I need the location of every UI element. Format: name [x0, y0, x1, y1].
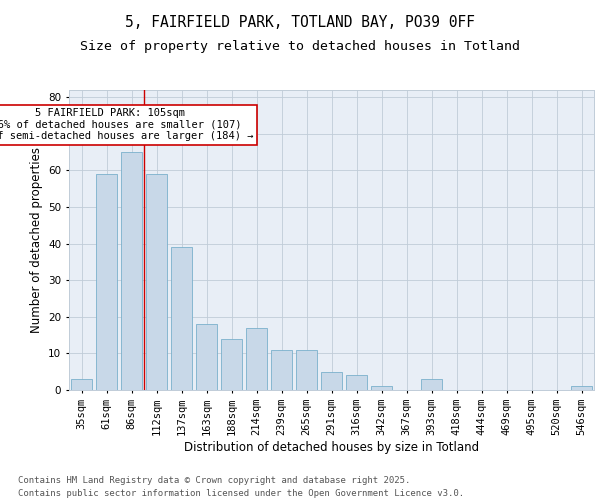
Y-axis label: Number of detached properties: Number of detached properties	[29, 147, 43, 333]
Text: Contains HM Land Registry data © Crown copyright and database right 2025.
Contai: Contains HM Land Registry data © Crown c…	[18, 476, 464, 498]
Bar	[121, 152, 142, 390]
Bar	[421, 379, 442, 390]
Bar	[196, 324, 217, 390]
Bar	[571, 386, 592, 390]
Bar	[71, 379, 92, 390]
Bar	[321, 372, 342, 390]
Bar	[171, 248, 192, 390]
Text: Size of property relative to detached houses in Totland: Size of property relative to detached ho…	[80, 40, 520, 53]
Bar	[296, 350, 317, 390]
X-axis label: Distribution of detached houses by size in Totland: Distribution of detached houses by size …	[184, 440, 479, 454]
Text: 5, FAIRFIELD PARK, TOTLAND BAY, PO39 0FF: 5, FAIRFIELD PARK, TOTLAND BAY, PO39 0FF	[125, 15, 475, 30]
Text: 5 FAIRFIELD PARK: 105sqm
← 36% of detached houses are smaller (107)
62% of semi-: 5 FAIRFIELD PARK: 105sqm ← 36% of detach…	[0, 108, 254, 142]
Bar	[221, 339, 242, 390]
Bar	[146, 174, 167, 390]
Bar	[246, 328, 267, 390]
Bar	[96, 174, 117, 390]
Bar	[371, 386, 392, 390]
Bar	[271, 350, 292, 390]
Bar	[346, 376, 367, 390]
